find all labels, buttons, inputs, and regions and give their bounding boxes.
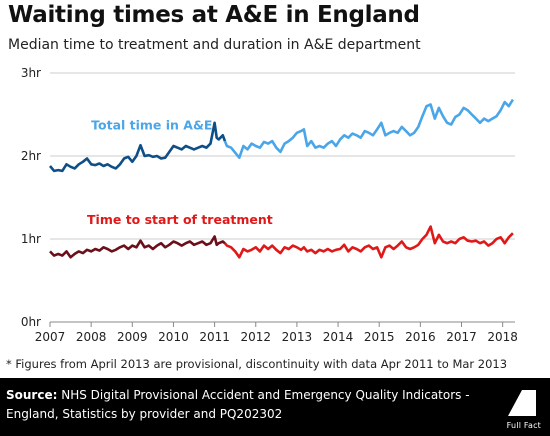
series-labels: Total time in A&E Time to start of treatm… xyxy=(87,117,273,227)
y-tick-label: 2hr xyxy=(21,149,41,163)
y-tick-label: 1hr xyxy=(21,232,41,246)
x-tick-label: 2015 xyxy=(364,330,395,344)
logo-icon xyxy=(508,390,536,416)
source-label: Source: xyxy=(6,388,58,402)
x-tick-label: 2010 xyxy=(158,330,189,344)
y-tick-label: 3hr xyxy=(21,66,41,80)
x-tick-label: 2018 xyxy=(487,330,518,344)
logo-text: Full Fact xyxy=(506,421,541,430)
x-axis: 2007 2008 2009 2010 2011 2012 2013 2014 2015 2016… xyxy=(35,322,518,344)
x-tick-label: 2013 xyxy=(282,330,313,344)
x-tick-label: 2009 xyxy=(117,330,148,344)
y-axis: 0hr 1hr 2hr 3hr xyxy=(21,66,41,329)
chart-subtitle: Median time to treatment and duration in… xyxy=(8,37,421,53)
x-tick-label: 2017 xyxy=(446,330,477,344)
source-body: NHS Digital Provisional Accident and Eme… xyxy=(6,388,470,421)
x-tick-label: 2011 xyxy=(199,330,230,344)
full-fact-logo: Full Fact xyxy=(502,386,542,430)
x-tick-label: 2016 xyxy=(405,330,436,344)
y-tick-label: 0hr xyxy=(21,315,41,329)
chart-title: Waiting times at A&E in England xyxy=(8,2,420,28)
source-text: Source: NHS Digital Provisional Accident… xyxy=(6,386,484,424)
chart-area: 0hr 1hr 2hr 3hr 2007 2008 2009 2010 2011 2012 201… xyxy=(21,66,518,344)
total-series-line-early xyxy=(49,121,227,173)
footnote: * Figures from April 2013 are provisiona… xyxy=(6,357,508,371)
footer-bar: Source: NHS Digital Provisional Accident… xyxy=(0,378,550,436)
treatment-series-line-recent xyxy=(223,225,514,259)
x-tick-label: 2008 xyxy=(76,330,107,344)
total-series-label: Total time in A&E xyxy=(91,117,212,132)
series-lines xyxy=(49,98,515,259)
treatment-series-label: Time to start of treatment xyxy=(87,212,273,227)
treatment-series-line-early xyxy=(49,235,226,259)
x-tick-label: 2007 xyxy=(35,330,66,344)
x-tick-label: 2014 xyxy=(323,330,354,344)
x-tick-label: 2012 xyxy=(240,330,271,344)
total-series-line-recent xyxy=(223,98,515,159)
gridlines xyxy=(50,72,515,323)
